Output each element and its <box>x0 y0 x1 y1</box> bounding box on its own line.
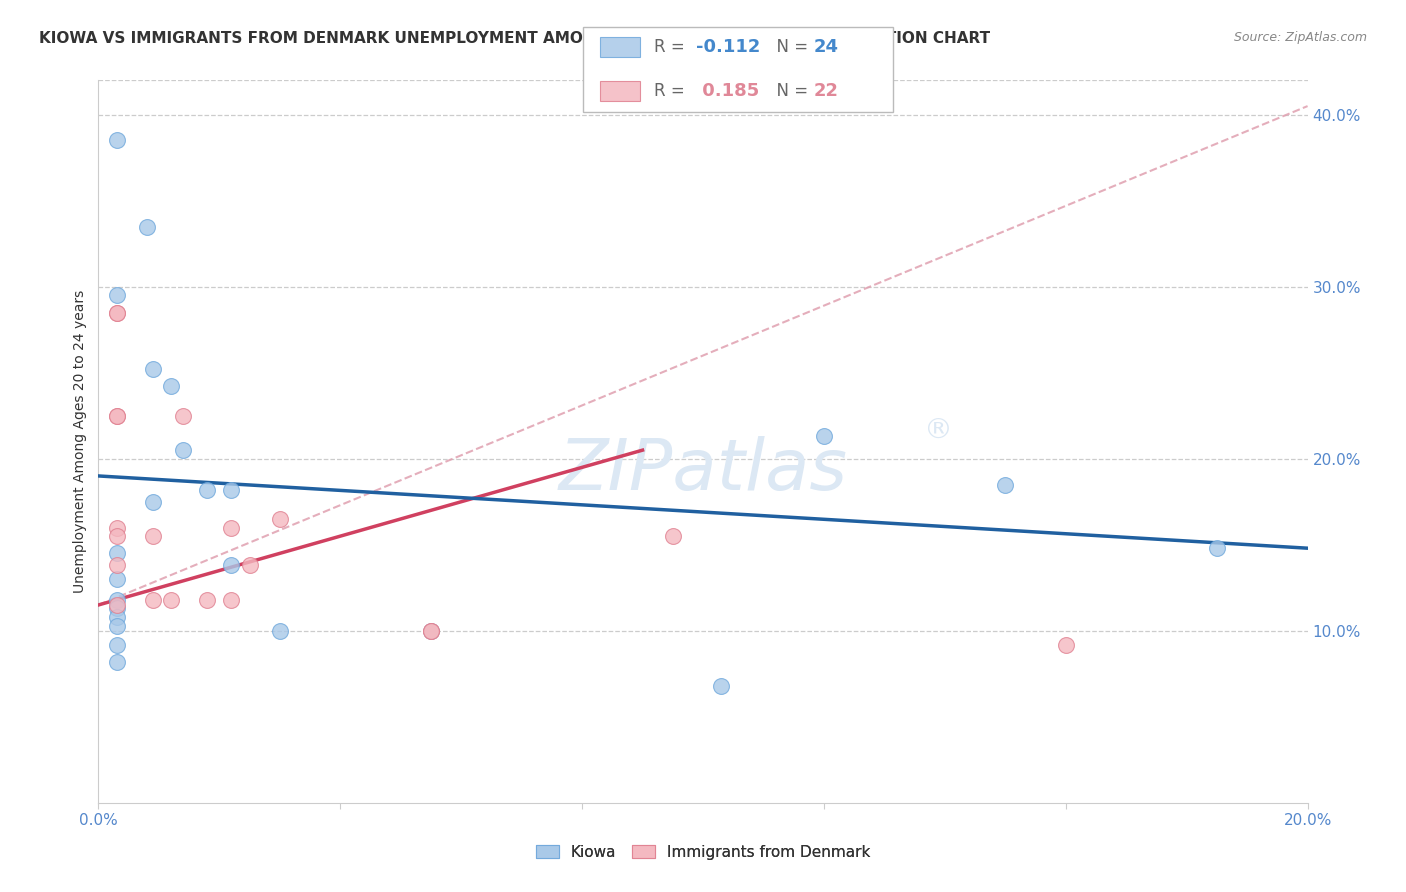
Point <box>221 483 243 497</box>
Point <box>813 429 835 443</box>
Point <box>105 288 128 302</box>
Point <box>142 592 165 607</box>
Point <box>221 558 243 573</box>
Point <box>105 133 128 147</box>
Point <box>221 520 243 534</box>
Point <box>105 409 128 423</box>
Point <box>420 624 443 638</box>
Legend: Kiowa, Immigrants from Denmark: Kiowa, Immigrants from Denmark <box>529 837 877 867</box>
Text: 24: 24 <box>814 38 839 56</box>
Point <box>105 572 128 586</box>
Text: KIOWA VS IMMIGRANTS FROM DENMARK UNEMPLOYMENT AMONG AGES 20 TO 24 YEARS CORRELAT: KIOWA VS IMMIGRANTS FROM DENMARK UNEMPLO… <box>39 31 990 46</box>
Text: ®: ® <box>924 417 953 445</box>
Point <box>105 638 128 652</box>
Point <box>160 379 183 393</box>
Point <box>994 477 1017 491</box>
Text: Source: ZipAtlas.com: Source: ZipAtlas.com <box>1233 31 1367 45</box>
Point <box>105 618 128 632</box>
Point <box>195 483 218 497</box>
Point <box>105 305 128 319</box>
Point <box>710 679 733 693</box>
Point <box>239 558 262 573</box>
Text: N =: N = <box>766 82 814 100</box>
Point <box>142 529 165 543</box>
Point <box>160 592 183 607</box>
Point <box>105 409 128 423</box>
Point <box>135 219 157 234</box>
Point <box>195 592 218 607</box>
Point <box>105 601 128 615</box>
Point <box>1054 638 1077 652</box>
Point <box>221 592 243 607</box>
Point <box>142 362 165 376</box>
Point <box>105 546 128 560</box>
Text: N =: N = <box>766 38 814 56</box>
Point <box>105 592 128 607</box>
Point <box>172 409 194 423</box>
Point <box>105 305 128 319</box>
Point <box>142 494 165 508</box>
Point <box>420 624 443 638</box>
Text: -0.112: -0.112 <box>696 38 761 56</box>
Point <box>172 443 194 458</box>
Text: R =: R = <box>654 82 690 100</box>
Point <box>269 624 291 638</box>
Text: 22: 22 <box>814 82 839 100</box>
Y-axis label: Unemployment Among Ages 20 to 24 years: Unemployment Among Ages 20 to 24 years <box>73 290 87 593</box>
Point <box>269 512 291 526</box>
Point <box>105 529 128 543</box>
Point <box>105 558 128 573</box>
Text: R =: R = <box>654 38 690 56</box>
Point <box>420 624 443 638</box>
Point <box>661 529 683 543</box>
Point <box>105 610 128 624</box>
Point <box>105 520 128 534</box>
Point <box>105 598 128 612</box>
Text: ZIPatlas: ZIPatlas <box>558 436 848 505</box>
Point <box>105 655 128 669</box>
Point <box>1206 541 1229 556</box>
Text: 0.185: 0.185 <box>696 82 759 100</box>
